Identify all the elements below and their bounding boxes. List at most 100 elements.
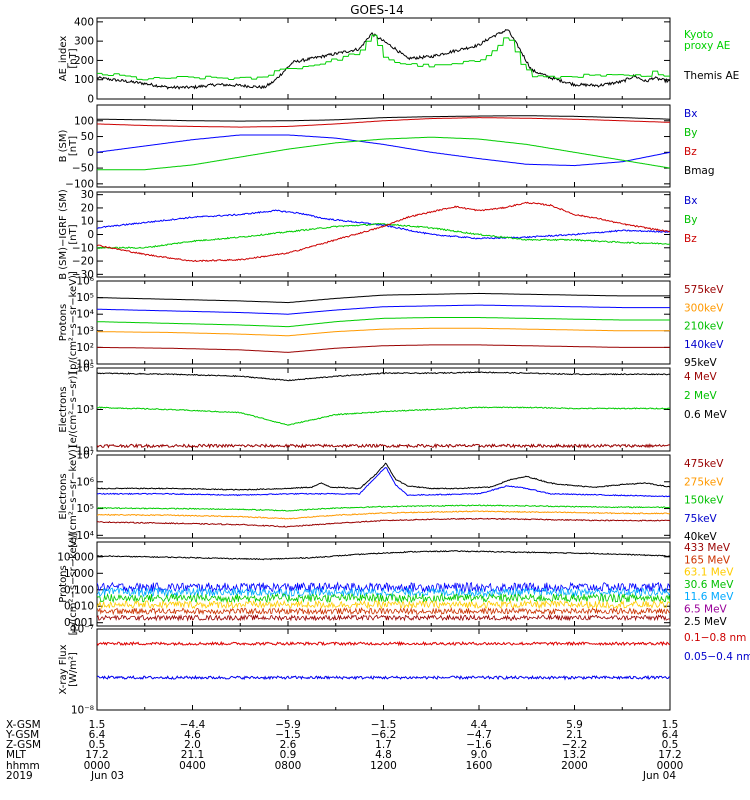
bsm-ytick-label: −50 <box>72 163 94 175</box>
ae-ytick-label: 200 <box>74 55 94 67</box>
protons1-ytick-label: 10⁴ <box>76 309 94 321</box>
bsm-series-bmag <box>97 115 670 122</box>
chart-title: GOES-14 <box>350 3 404 17</box>
protons1-ytick-label: 10⁵ <box>76 292 94 304</box>
footer-value: 9.0 <box>471 749 488 761</box>
footer-value: −1.6 <box>466 739 492 751</box>
protons2-legend-entry: 2.5 MeV <box>684 616 728 628</box>
protons2-ytick-label: 10.000 <box>57 551 94 563</box>
footer-value: Jun 04 <box>642 770 676 782</box>
protons2-legend-entry: 433 MeV <box>684 542 731 554</box>
protons1-legend-entry: 95keV <box>684 357 718 369</box>
electrons1-series-4-mev <box>97 443 670 449</box>
bigrf-ytick-label: 30 <box>81 189 94 201</box>
footer-value: 2000 <box>561 760 588 772</box>
footer-value: 1.7 <box>375 739 392 751</box>
footer-value: 13.2 <box>563 749 586 761</box>
footer-value: −1.5 <box>371 719 397 731</box>
xray-legend-entry: 0.05−0.4 nm <box>684 651 750 663</box>
bsm-series-bx <box>97 134 670 167</box>
ae-legend-entry: Themis AE <box>683 70 739 82</box>
panel-xray: 10⁻⁸ 10⁻⁷ X-ray Flux[W/m²] 0.1−0.8 nm 0.05−0… <box>58 624 750 717</box>
bsm-ytick-label: 0 <box>87 147 94 159</box>
electrons1-ytick-label: 10¹ <box>76 446 94 458</box>
bigrf-ytick-label: 10 <box>81 216 94 228</box>
protons2-ytick-label: 0.100 <box>64 584 94 596</box>
ae-ytick-label: 100 <box>74 74 94 86</box>
bsm-legend-entry: Bx <box>684 108 697 120</box>
protons2-ytick-label: 0.001 <box>64 617 94 629</box>
electrons2-ytick-label: 10⁴ <box>76 530 94 542</box>
protons1-ytick-label: 10² <box>76 342 94 354</box>
electrons2-legend-entry: 75keV <box>684 513 718 525</box>
bsm-legend-entry: Bmag <box>684 165 715 177</box>
ae-ytick-label: 400 <box>74 16 94 28</box>
footer-value: 1.5 <box>89 719 106 731</box>
bsm-series-by <box>97 136 670 171</box>
bigrf-ylabel: B (SM)−IGRF (SM)[nT] <box>58 189 79 280</box>
bsm-series-bz <box>97 117 670 128</box>
xray-ytick-label: 10⁻⁸ <box>71 705 94 717</box>
protons2-series-2-5-mev <box>97 550 670 561</box>
footer-value: 2.6 <box>280 739 297 751</box>
footer-value: 0400 <box>179 760 206 772</box>
electrons2-series-475kev <box>97 517 670 528</box>
ae-legend-entry: Kyoto <box>684 29 713 41</box>
bigrf-ytick-label: −20 <box>72 256 94 268</box>
electrons1-series-2-mev <box>97 406 670 426</box>
panel-protons1: 10¹ 10² 10³ 10⁴ 10⁵ 10⁶Protons[p/(cm²−s−sr−ke… <box>58 271 724 374</box>
protons1-legend-entry: 575keV <box>684 284 724 296</box>
ephemeris-footer: X-GSMY-GSMZ-GSMMLThhmm20191.56.40.517.20… <box>5 719 683 782</box>
electrons2-series-275kev <box>97 510 670 520</box>
protons1-legend-entry: 300keV <box>684 302 724 314</box>
protons2-series-11-6-mev <box>97 586 670 598</box>
protons1-series-95kev <box>97 292 670 304</box>
protons1-series-575kev <box>97 344 670 353</box>
protons1-series-210kev <box>97 317 670 328</box>
bsm-ytick-label: −100 <box>65 178 94 190</box>
electrons2-series-75kev <box>97 467 670 498</box>
protons1-series-300kev <box>97 327 670 337</box>
footer-value: 5.9 <box>566 719 583 731</box>
panel-protons2: 0.001 0.010 0.100 1.000 10.000Protons[p/(cm²… <box>57 533 734 636</box>
protons1-legend-entry: 210keV <box>684 321 724 333</box>
footer-value: 4.6 <box>184 729 201 741</box>
protons2-series-63-1-mev <box>97 599 670 610</box>
footer-value: 0800 <box>275 760 302 772</box>
electrons1-series-0-6-mev <box>97 371 670 382</box>
bigrf-ytick-label: −30 <box>72 269 94 281</box>
protons2-legend-entry: 63.1 MeV <box>684 567 734 579</box>
footer-value: 1200 <box>370 760 397 772</box>
footer-value: 4.8 <box>375 749 392 761</box>
protons1-legend-entry: 140keV <box>684 339 724 351</box>
footer-row-label: X-GSM <box>6 719 41 731</box>
ae-series-themis-ae <box>97 28 670 90</box>
bigrf-series-by <box>97 222 670 250</box>
protons2-legend-entry: 6.5 MeV <box>684 604 728 616</box>
bigrf-series-bz <box>97 201 670 263</box>
protons2-ytick-label: 0.010 <box>64 601 94 613</box>
footer-value: 0.5 <box>662 739 679 751</box>
ae-ylabel: AE_index[nT] <box>58 36 79 82</box>
bigrf-legend-entry: By <box>684 214 697 226</box>
footer-row-label: 2019 <box>6 770 33 782</box>
electrons2-ytick-label: 10⁵ <box>76 503 94 515</box>
xray-series-0-1-0-8-nm <box>97 640 670 647</box>
footer-value: −4.7 <box>466 729 492 741</box>
xray-ylabel: X-ray Flux[W/m²] <box>58 644 79 694</box>
protons2-legend-entry: 165 MeV <box>684 554 731 566</box>
electrons1-legend-entry: 4 MeV <box>684 371 718 383</box>
ae-series-kyoto-proxy-ae <box>97 34 670 81</box>
footer-value: 0.5 <box>89 739 106 751</box>
bsm-ytick-label: 50 <box>81 131 94 143</box>
footer-value: 17.2 <box>658 749 681 761</box>
footer-value: 0000 <box>84 760 111 772</box>
footer-value: 1600 <box>466 760 493 772</box>
electrons1-ytick-label: 10⁵ <box>76 363 94 375</box>
bsm-legend-entry: Bz <box>684 146 697 158</box>
electrons1-legend-entry: 0.6 MeV <box>684 409 728 421</box>
ae-legend-entry: proxy AE <box>684 40 730 52</box>
footer-row-label: Z-GSM <box>6 739 41 751</box>
